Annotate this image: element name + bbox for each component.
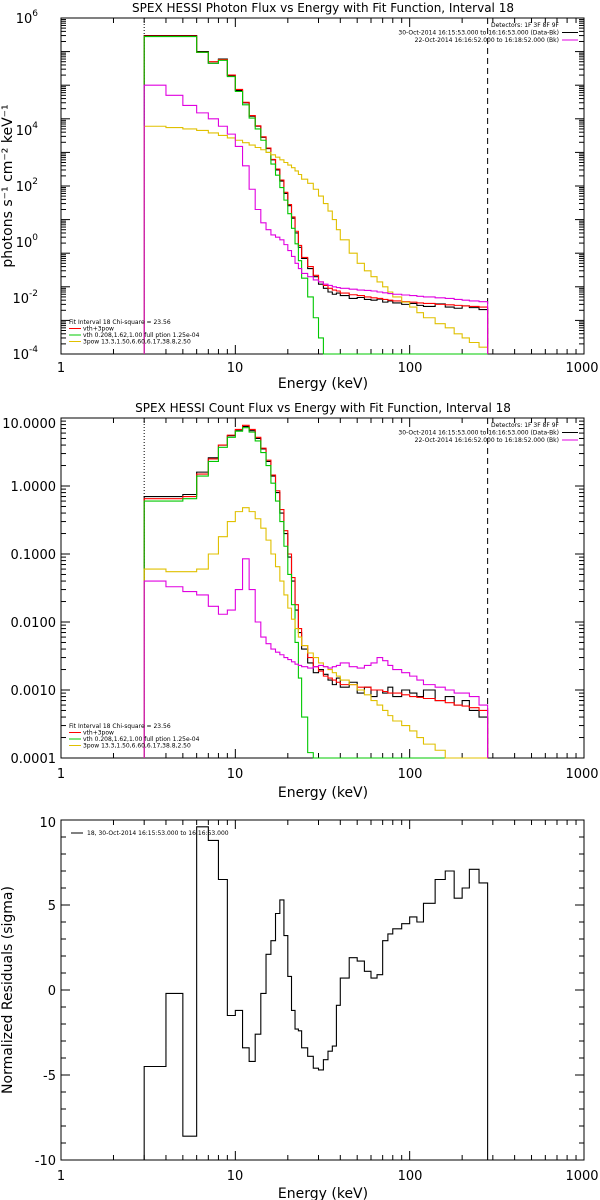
- panel2-xtick-label: 10: [227, 767, 244, 782]
- panel1-title: SPEX HESSI Photon Flux vs Energy with Fi…: [132, 1, 514, 15]
- series-line-4: [143, 84, 489, 354]
- panel1-ytick-label: 10-4: [12, 345, 38, 363]
- panel1-legend-bottom: Fit Interval 18 Chi-square = 23.56vth+3p…: [69, 319, 200, 346]
- legend-bottom-text: 3pow 13.3,1.50,6.60,6.17,38.8,2.50: [83, 743, 191, 750]
- panel3-x-tick-labels: 1 10 100 1000: [57, 1169, 599, 1184]
- series-line-4: [143, 558, 489, 758]
- series-line-0: [143, 425, 489, 758]
- panel1-xtick-label: 1: [57, 361, 65, 376]
- panel1-x-axis-label: Energy (keV): [278, 376, 368, 392]
- legend-bottom-text: Fit Interval 18 Chi-square = 23.56: [69, 723, 171, 730]
- panel2-title: SPEX HESSI Count Flux vs Energy with Fit…: [135, 401, 511, 415]
- panel1-xtick-label: 1000: [565, 361, 598, 376]
- legend-top-text: 22-Oct-2014 16:16:52.000 to 16:18:52.000…: [415, 437, 559, 444]
- legend-bottom-text: vth 0.208,1.62,1.00 full ption 1.25e-04: [83, 332, 200, 339]
- panel2-ytick-label: 10.0000: [2, 417, 56, 432]
- series-line-0: [143, 35, 489, 354]
- legend-bottom-text: Fit Interval 18 Chi-square = 23.56: [69, 319, 171, 326]
- panel2-series: [143, 424, 489, 759]
- panel3-y-tick-labels: -10 -5 0 5 10: [35, 816, 56, 1169]
- panel1-xtick-label: 100: [398, 361, 423, 376]
- panel-photon-flux: SPEX HESSI Photon Flux vs Energy with Fi…: [0, 1, 599, 392]
- panel2-legend-bottom: Fit Interval 18 Chi-square = 23.56vth+3p…: [69, 723, 200, 750]
- panel2-y-tick-labels: 0.0001 0.0010 0.0100 0.1000 1.0000 10.00…: [2, 417, 56, 767]
- legend-bottom-text: vth 0.208,1.62,1.00 full ption 1.25e-04: [83, 736, 200, 743]
- series-line-0: [143, 826, 489, 1160]
- panel2-ytick-label: 0.0010: [11, 684, 57, 699]
- panel3-series: [143, 826, 489, 1160]
- panel1-ytick-label: 100: [16, 233, 39, 251]
- series-line-3: [143, 125, 489, 354]
- panel1-ytick-label: 102: [16, 177, 38, 195]
- panel1-series: [143, 35, 489, 355]
- panel3-xtick-label: 1: [57, 1169, 65, 1184]
- series-line-2: [143, 427, 488, 759]
- panel2-x-tick-labels: 1 10 100 1000: [57, 767, 599, 782]
- panel3-xtick-label: 1000: [565, 1169, 598, 1184]
- panel3-legend-top: 18, 30-Oct-2014 16:15:53.000 to 16:16:53…: [71, 830, 229, 837]
- panel2-x-axis-label: Energy (keV): [278, 785, 368, 801]
- legend-bottom-text: vth+3pow: [83, 326, 114, 333]
- panel2-ytick-label: 0.1000: [11, 548, 57, 563]
- panel2-xtick-label: 100: [398, 767, 423, 782]
- panel3-ytick-label: 0: [48, 984, 56, 999]
- panel-count-flux: SPEX HESSI Count Flux vs Energy with Fit…: [2, 401, 598, 801]
- panel2-xtick-label: 1000: [565, 767, 598, 782]
- legend-top-text: 30-Oct-2014 16:15:53.000 to 16:16:53.000…: [398, 430, 559, 437]
- panel3-x-axis-label: Energy (keV): [278, 1186, 368, 1200]
- panel2-ytick-label: 1.0000: [11, 480, 57, 495]
- legend-bottom-text: 3pow 13.3,1.50,6.60,6.17,38.8,2.50: [83, 339, 191, 346]
- panel2-axis-ticks: [60, 418, 584, 759]
- panel1-frame: [60, 17, 585, 355]
- panel3-ytick-label: 5: [48, 899, 56, 914]
- series-line-2: [143, 36, 488, 355]
- panel3-ytick-label: -5: [43, 1069, 56, 1084]
- panel3-xtick-label: 100: [398, 1169, 423, 1184]
- panel1-axis-ticks: [60, 18, 584, 355]
- panel2-ytick-label: 0.0001: [11, 752, 57, 767]
- panel3-axis-ticks: [60, 819, 584, 1161]
- legend-top-text: 30-Oct-2014 16:15:53.000 to 16:16:53.000…: [398, 30, 559, 37]
- legend-bottom-text: vth+3pow: [83, 730, 114, 737]
- panel1-y-tick-labels: 10-4 10-2 100 102 104 106: [12, 9, 38, 363]
- panel3-y-axis-label: Normalized Residuals (sigma): [0, 886, 16, 1094]
- panel1-ytick-label: 104: [16, 121, 39, 139]
- panel1-ytick-label: 10-2: [12, 289, 38, 307]
- legend-top-text: Detectors: 1F 3F 8F 9F: [491, 422, 560, 429]
- panel2-frame: [60, 417, 585, 759]
- legend-top-text: 22-Oct-2014 16:16:52.000 to 16:18:52.000…: [415, 37, 559, 44]
- panel2-xtick-label: 1: [57, 767, 65, 782]
- panel1-xtick-label: 10: [227, 361, 244, 376]
- panel-residuals: -10 -5 0 5 10 1 10 100 1000 Energy (keV)…: [0, 816, 599, 1200]
- panel1-ytick-label: 106: [16, 9, 39, 27]
- legend-top-text: 18, 30-Oct-2014 16:15:53.000 to 16:16:53…: [87, 830, 229, 837]
- panel2-ytick-label: 0.0100: [11, 616, 57, 631]
- panel1-y-axis-label: photons s⁻¹ cm⁻² keV⁻¹: [0, 104, 16, 267]
- series-line-1: [143, 35, 489, 354]
- series-line-3: [143, 507, 488, 759]
- legend-top-text: Detectors: 1F 3F 8F 9F: [491, 22, 560, 29]
- panel3-xtick-label: 10: [227, 1169, 244, 1184]
- panel3-ytick-label: -10: [35, 1154, 56, 1169]
- panel3-ytick-label: 10: [39, 816, 56, 831]
- panel3-frame: [60, 819, 585, 1161]
- panel1-x-tick-labels: 1 10 100 1000: [57, 361, 599, 376]
